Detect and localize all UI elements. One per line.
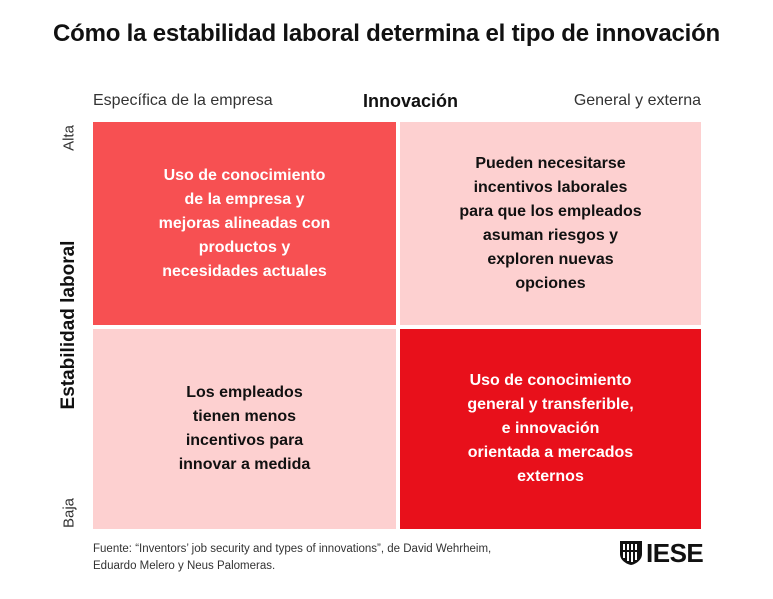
quadrant-top-left-text: Uso de conocimiento de la empresa y mejo…	[158, 166, 331, 280]
chart-title: Cómo la estabilidad laboral determina el…	[53, 20, 720, 47]
quadrant-bottom-right: Uso de conocimiento general y transferib…	[400, 329, 701, 529]
quadrant-top-right-text: Pueden necesitarse incentivos laborales …	[459, 154, 642, 292]
x-axis-left-label: Específica de la empresa	[93, 92, 273, 109]
y-axis-top-label: Alta	[60, 125, 78, 151]
quadrant-bottom-left: Los empleados tienen menos incentivos pa…	[93, 329, 396, 529]
quadrant-top-right: Pueden necesitarse incentivos laborales …	[400, 122, 701, 325]
quadrant-bottom-right-text: Uso de conocimiento general y transferib…	[467, 372, 634, 485]
source-note: Fuente: “Inventors’ job security and typ…	[93, 543, 492, 572]
x-axis-title: Innovación	[363, 91, 459, 111]
y-axis-title: Estabilidad laboral	[58, 240, 79, 410]
iese-logo-text: IESE	[646, 538, 704, 568]
iese-shield-icon	[620, 541, 642, 565]
y-axis-bottom-label: Baja	[60, 497, 78, 529]
quadrant-top-left: Uso de conocimiento de la empresa y mejo…	[93, 122, 396, 325]
quadrant-bottom-left-text: Los empleados tienen menos incentivos pa…	[178, 384, 311, 473]
x-axis-right-label: General y externa	[573, 92, 701, 109]
iese-logo: IESE	[619, 538, 704, 568]
